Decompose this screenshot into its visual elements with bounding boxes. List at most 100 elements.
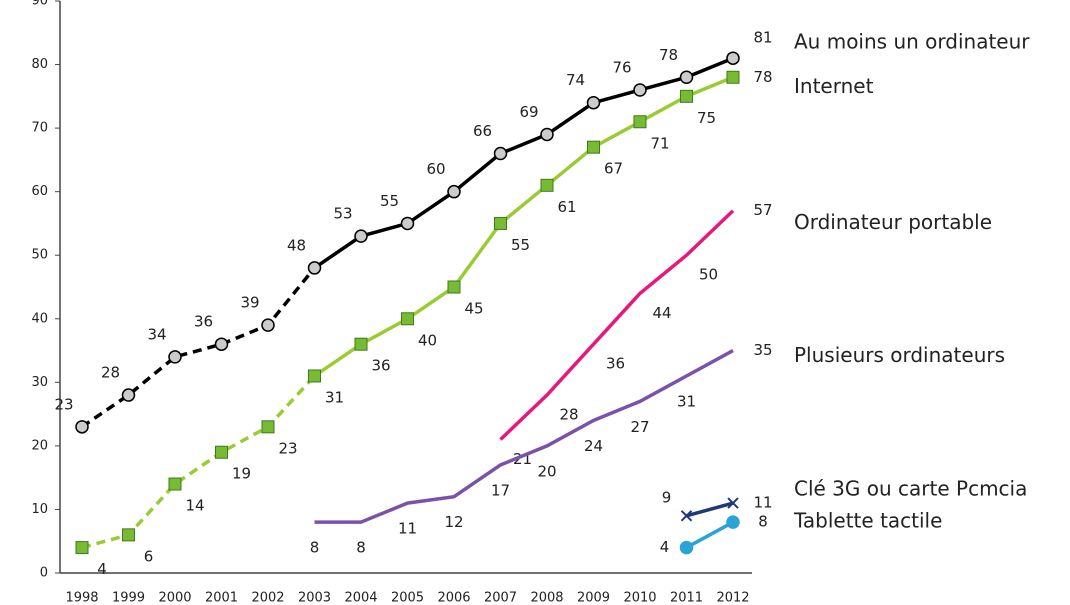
point — [215, 445, 228, 459]
series-name: Tablette tactile — [793, 509, 942, 533]
data-label: 31 — [677, 392, 696, 410]
series-name: Au moins un ordinateur — [794, 30, 1030, 54]
data-label: 23 — [278, 439, 297, 457]
data-label: 75 — [697, 109, 716, 127]
point — [308, 369, 321, 383]
data-label: 78 — [659, 46, 678, 64]
point — [679, 70, 694, 85]
y-tick-label: 20 — [31, 438, 48, 453]
series-line — [313, 56, 734, 270]
data-label: 69 — [519, 103, 538, 121]
point — [726, 515, 740, 529]
data-label: 4 — [97, 560, 107, 578]
point — [679, 540, 694, 555]
x-tick-label: 2002 — [251, 591, 284, 605]
data-label: 48 — [287, 236, 306, 254]
series-name: Plusieurs ordinateurs — [794, 343, 1005, 367]
data-label: 23 — [54, 395, 73, 413]
series-line — [685, 520, 734, 550]
x-tick-label: 2006 — [437, 591, 470, 605]
point — [168, 477, 182, 491]
y-tick-label: 30 — [31, 375, 48, 390]
point — [447, 280, 461, 294]
data-label: 57 — [753, 201, 772, 219]
x-tick-label: 2007 — [484, 591, 517, 605]
series-name: Clé 3G ou carte Pcmcia — [794, 477, 1027, 501]
data-label: 8 — [356, 539, 366, 557]
point — [633, 83, 647, 97]
point — [168, 350, 182, 364]
y-tick-label: 10 — [31, 502, 48, 517]
y-tick-label: 70 — [31, 121, 48, 136]
point — [540, 127, 554, 142]
y-tick-label: 40 — [31, 311, 48, 326]
data-label: 78 — [753, 68, 772, 86]
data-label: 71 — [650, 134, 669, 152]
data-label: 27 — [630, 418, 649, 436]
data-label: 28 — [559, 406, 578, 424]
data-label: 55 — [511, 236, 530, 254]
data-label: 28 — [101, 364, 120, 382]
data-label: 19 — [232, 465, 251, 483]
data-label: 66 — [473, 122, 492, 140]
data-label: 8 — [758, 513, 768, 531]
x-tick-label: 2012 — [716, 591, 749, 605]
x-tick-label: 2004 — [344, 591, 377, 605]
x-tick-label: 2001 — [205, 591, 238, 605]
data-label: 76 — [612, 58, 631, 76]
data-label: 60 — [426, 160, 445, 178]
point — [75, 541, 89, 555]
point — [121, 388, 136, 402]
x-tick-label: 2008 — [530, 591, 563, 605]
data-label: 35 — [753, 341, 772, 359]
x-tick-label: 2003 — [298, 591, 331, 605]
point — [307, 261, 322, 275]
data-label: 34 — [147, 325, 166, 343]
data-label: 53 — [333, 205, 352, 223]
point — [400, 216, 415, 231]
point — [447, 184, 461, 199]
point — [261, 420, 275, 434]
data-label: 81 — [753, 29, 772, 47]
data-label: 24 — [584, 437, 603, 455]
data-label: 61 — [557, 198, 576, 216]
point — [680, 89, 693, 103]
data-label: 55 — [380, 192, 399, 210]
data-label: 45 — [464, 300, 483, 318]
x-tick-label: 2010 — [623, 591, 656, 605]
data-label: 9 — [662, 488, 672, 506]
point — [354, 229, 368, 243]
data-label: 67 — [604, 160, 623, 178]
data-label: 11 — [398, 520, 417, 538]
data-label: 50 — [699, 266, 718, 284]
data-label: 8 — [310, 539, 320, 557]
y-tick-label: 90 — [31, 0, 48, 9]
data-label: 74 — [566, 71, 585, 89]
data-label: 44 — [652, 304, 671, 322]
series-line — [81, 374, 316, 550]
series-line — [313, 75, 734, 378]
x-tick-label: 2005 — [391, 591, 424, 605]
point — [586, 95, 601, 110]
point — [680, 510, 693, 522]
point — [354, 337, 368, 351]
data-label: 36 — [194, 313, 213, 331]
data-label: 6 — [144, 547, 154, 565]
x-tick-label: 2009 — [577, 591, 610, 605]
y-tick-label: 60 — [31, 184, 48, 199]
data-label: 14 — [185, 497, 204, 515]
data-label: 36 — [371, 357, 390, 375]
data-label: 39 — [240, 294, 259, 312]
point — [633, 115, 647, 129]
x-tick-label: 2000 — [158, 591, 191, 605]
point — [540, 178, 554, 192]
x-tick-label: 2011 — [670, 591, 703, 605]
series-line — [81, 266, 316, 429]
x-tick-label: 1999 — [112, 591, 145, 605]
y-tick-label: 80 — [31, 57, 48, 72]
point — [726, 51, 740, 65]
data-label: 20 — [537, 462, 556, 480]
data-label: 31 — [325, 388, 344, 406]
point — [494, 216, 507, 230]
point — [122, 528, 135, 542]
